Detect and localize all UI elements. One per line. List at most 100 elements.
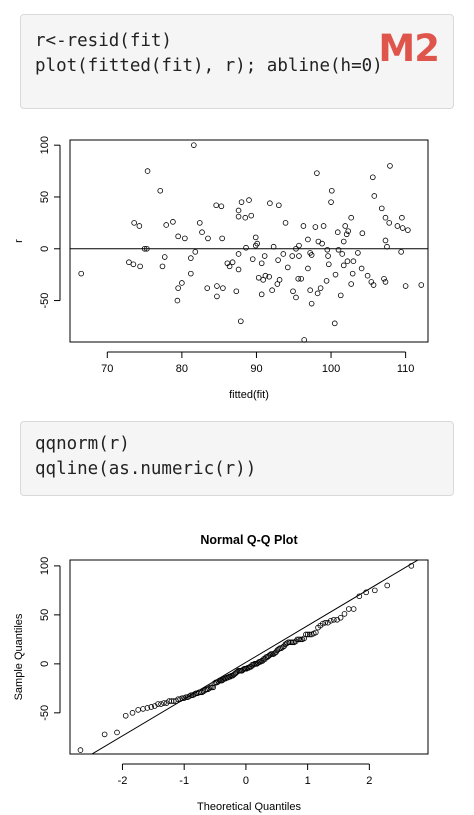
data-point [320, 223, 327, 229]
data-point [210, 684, 216, 691]
data-point [258, 260, 265, 267]
data-point [341, 611, 348, 617]
data-point [405, 227, 411, 233]
data-point [326, 261, 332, 268]
data-point [220, 285, 226, 291]
data-point [204, 285, 211, 291]
data-point [179, 695, 185, 701]
code-line: plot(fitted(fit), r); abline(h=0) [35, 56, 383, 76]
data-point [301, 337, 307, 343]
y-tick-label: 0 [39, 246, 51, 252]
data-point [364, 272, 371, 279]
data-point [144, 168, 151, 174]
qq-reference-line [91, 560, 419, 754]
data-point [255, 274, 262, 281]
data-point [298, 276, 305, 282]
data-point [319, 240, 325, 247]
data-point [314, 170, 320, 176]
data-point [246, 197, 252, 203]
data-point [141, 245, 148, 252]
data-point [334, 229, 341, 235]
data-point [363, 589, 369, 596]
y-axis-label: Sample Quantiles [13, 613, 25, 700]
data-point [284, 264, 291, 271]
data-point [199, 229, 205, 235]
data-point [328, 199, 334, 205]
data-point [78, 270, 84, 277]
data-point [381, 276, 387, 282]
data-point [312, 224, 319, 230]
data-point [282, 220, 289, 226]
data-point [359, 230, 366, 237]
data-point [325, 619, 331, 626]
x-tick-label: 2 [366, 775, 372, 787]
data-point [235, 213, 242, 220]
data-point [131, 220, 137, 226]
data-point [372, 587, 378, 594]
data-point [237, 318, 244, 325]
data-point [408, 563, 415, 569]
data-point [305, 265, 311, 272]
data-point [300, 223, 307, 229]
y-axis-label: r [13, 239, 25, 243]
data-point [398, 249, 404, 255]
data-point [126, 259, 132, 266]
data-point [344, 258, 351, 265]
data-point [129, 710, 136, 716]
data-point [327, 617, 334, 624]
data-point [293, 294, 299, 301]
data-point [158, 701, 164, 707]
data-point [394, 223, 401, 229]
model-badge: M2 [378, 27, 440, 70]
normal-qq-plot: -2 -1 0 1 2 -50 0 50 100 Normal Q-Q Plot Theoretic… [13, 533, 429, 813]
data-point [297, 636, 304, 643]
data-point [355, 250, 361, 256]
data-point [267, 652, 273, 658]
data-point [386, 220, 393, 226]
data-point [296, 242, 302, 249]
data-point [314, 290, 321, 297]
data-point [328, 187, 335, 194]
x-tick-label: 70 [101, 363, 113, 375]
data-point [340, 238, 347, 245]
data-point [192, 249, 199, 255]
data-point [305, 236, 311, 243]
data-point [214, 283, 220, 289]
data-point [325, 253, 331, 259]
data-point [345, 228, 351, 234]
data-point [348, 214, 354, 221]
data-point [258, 291, 265, 298]
data-point [261, 253, 268, 259]
data-point [270, 243, 277, 250]
data-point [304, 631, 311, 638]
data-point [175, 285, 181, 291]
data-point [337, 615, 344, 621]
data-point [215, 678, 222, 685]
data-point [382, 214, 389, 221]
data-point [308, 300, 315, 307]
x-tick-label: -2 [118, 775, 128, 787]
data-point [384, 243, 390, 250]
data-point [136, 223, 143, 229]
data-point [248, 212, 255, 219]
data-point [291, 639, 298, 646]
data-point [170, 219, 176, 225]
data-point [274, 281, 281, 287]
data-point [161, 700, 167, 706]
data-point [307, 287, 313, 294]
data-point [155, 701, 161, 707]
data-point [322, 619, 329, 626]
data-point [219, 235, 225, 242]
data-point [335, 247, 342, 253]
data-point [77, 747, 84, 753]
data-point [345, 606, 352, 612]
data-point [157, 187, 164, 194]
data-point [188, 270, 194, 277]
data-point [188, 692, 194, 699]
data-point [238, 199, 245, 205]
data-point [235, 207, 242, 214]
data-point [382, 237, 389, 244]
data-point [350, 606, 357, 612]
data-point [226, 263, 233, 270]
data-point [130, 261, 137, 268]
